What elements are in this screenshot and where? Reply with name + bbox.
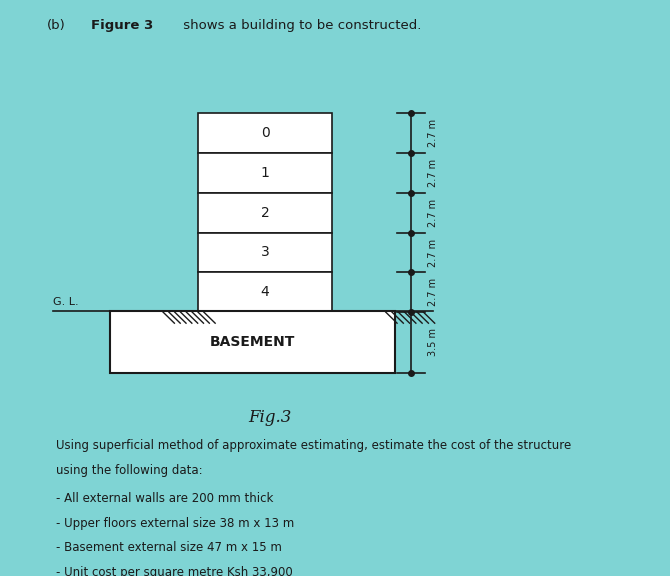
Text: 4: 4 xyxy=(261,285,269,300)
Bar xyxy=(198,113,332,153)
Text: - Basement external size 47 m x 15 m: - Basement external size 47 m x 15 m xyxy=(56,541,282,554)
Text: Fig.3: Fig.3 xyxy=(248,409,291,426)
Text: Using superficial method of approximate estimating, estimate the cost of the str: Using superficial method of approximate … xyxy=(56,439,572,452)
Text: 2.7 m: 2.7 m xyxy=(428,238,438,267)
Text: 2.7 m: 2.7 m xyxy=(428,278,438,306)
Bar xyxy=(198,193,332,233)
Bar xyxy=(198,153,332,193)
Text: 2.7 m: 2.7 m xyxy=(428,199,438,227)
Text: 0: 0 xyxy=(261,126,269,140)
Text: G. L.: G. L. xyxy=(54,297,79,306)
Text: - All external walls are 200 mm thick: - All external walls are 200 mm thick xyxy=(56,492,274,505)
Bar xyxy=(198,272,332,312)
Text: 2.7 m: 2.7 m xyxy=(428,119,438,147)
Text: 2.7 m: 2.7 m xyxy=(428,159,438,187)
Text: 2: 2 xyxy=(261,206,269,219)
Text: 1: 1 xyxy=(261,166,269,180)
Bar xyxy=(110,311,395,373)
Text: (b): (b) xyxy=(47,20,66,32)
Text: 3.5 m: 3.5 m xyxy=(428,328,438,356)
Text: Figure 3: Figure 3 xyxy=(91,20,153,32)
Bar xyxy=(198,233,332,272)
Text: - Unit cost per square metre Ksh 33,900: - Unit cost per square metre Ksh 33,900 xyxy=(56,566,293,576)
Text: 3: 3 xyxy=(261,245,269,259)
Text: BASEMENT: BASEMENT xyxy=(210,335,295,349)
Text: using the following data:: using the following data: xyxy=(56,464,203,476)
Text: shows a building to be constructed.: shows a building to be constructed. xyxy=(179,20,421,32)
Text: - Upper floors external size 38 m x 13 m: - Upper floors external size 38 m x 13 m xyxy=(56,517,295,530)
